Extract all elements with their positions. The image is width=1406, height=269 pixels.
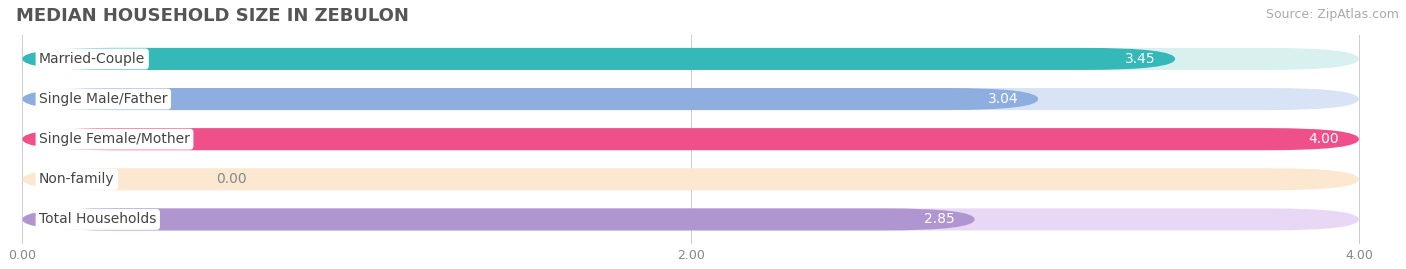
Text: Married-Couple: Married-Couple — [39, 52, 145, 66]
FancyBboxPatch shape — [22, 88, 1360, 110]
FancyBboxPatch shape — [22, 128, 1360, 150]
Text: 2.85: 2.85 — [924, 213, 955, 226]
Text: Total Households: Total Households — [39, 213, 156, 226]
Text: Single Female/Mother: Single Female/Mother — [39, 132, 190, 146]
Text: Single Male/Father: Single Male/Father — [39, 92, 167, 106]
Text: 3.45: 3.45 — [1125, 52, 1156, 66]
FancyBboxPatch shape — [22, 168, 1360, 190]
FancyBboxPatch shape — [22, 48, 1360, 70]
FancyBboxPatch shape — [22, 128, 1360, 150]
Text: 3.04: 3.04 — [987, 92, 1018, 106]
Text: 4.00: 4.00 — [1309, 132, 1339, 146]
FancyBboxPatch shape — [22, 48, 1175, 70]
Text: MEDIAN HOUSEHOLD SIZE IN ZEBULON: MEDIAN HOUSEHOLD SIZE IN ZEBULON — [15, 7, 409, 25]
FancyBboxPatch shape — [22, 208, 1360, 231]
Text: Source: ZipAtlas.com: Source: ZipAtlas.com — [1265, 8, 1399, 21]
Text: 0.00: 0.00 — [217, 172, 247, 186]
FancyBboxPatch shape — [22, 208, 974, 231]
Text: Non-family: Non-family — [39, 172, 115, 186]
FancyBboxPatch shape — [22, 88, 1038, 110]
